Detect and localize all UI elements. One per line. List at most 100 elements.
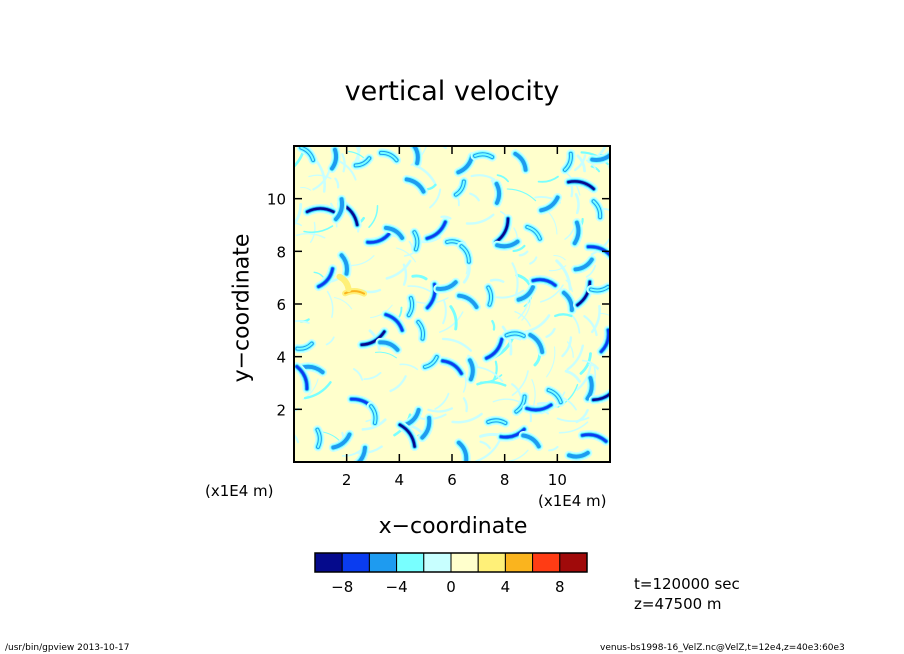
feature-core <box>357 446 366 462</box>
feature-core <box>425 220 447 240</box>
heatmap-cell <box>302 204 338 217</box>
colorbar-swatch <box>532 552 561 573</box>
feature-core <box>460 245 470 263</box>
texture-filament <box>438 311 464 333</box>
x-axis-label: x−coordinate <box>378 514 528 539</box>
heatmap-cell <box>525 330 547 357</box>
heatmap-cell <box>491 214 513 247</box>
texture-filament <box>300 186 312 191</box>
heatmap-cell <box>328 429 354 452</box>
heatmap-cell <box>395 420 420 451</box>
feature-core <box>599 328 610 353</box>
feature-core <box>407 297 414 317</box>
heatmap-cell <box>518 431 544 451</box>
feature-core <box>517 286 534 301</box>
heatmap-cell <box>352 443 370 462</box>
feature-core <box>562 291 573 311</box>
feature-core <box>441 359 463 375</box>
texture-filament <box>573 154 587 172</box>
texture-filament <box>548 265 567 272</box>
colorbar-swatch <box>450 552 479 573</box>
heatmap-cell <box>470 149 497 162</box>
texture-filament <box>590 305 601 334</box>
texture-filament <box>465 213 495 225</box>
heatmap-cell <box>510 149 531 175</box>
feature-core <box>590 285 609 292</box>
texture-filament <box>555 259 572 291</box>
heatmap-cell <box>402 174 428 197</box>
heatmap-cell <box>456 241 474 267</box>
texture-filament <box>496 174 509 183</box>
texture-filament <box>389 375 407 393</box>
heatmap-cell <box>327 146 341 173</box>
texture-filament <box>546 346 556 378</box>
texture-filament <box>326 290 334 318</box>
feature-core <box>567 180 595 191</box>
feature-core <box>436 281 457 290</box>
texture-filament <box>548 445 559 452</box>
texture-filament <box>566 344 584 371</box>
x-axis-multiplier: (x1E4 m) <box>538 492 607 510</box>
texture-filament <box>491 319 496 331</box>
feature-core <box>334 198 344 221</box>
texture-filament <box>385 259 412 280</box>
texture-filament <box>426 183 437 191</box>
texture-filament <box>303 381 332 400</box>
heatmap-cell <box>522 222 545 244</box>
heatmap-cell <box>331 194 347 224</box>
colorbar-tick-label: −8 <box>331 578 353 596</box>
x-tick-label: 8 <box>500 471 510 489</box>
feature-core <box>398 423 416 448</box>
feature-core <box>424 356 438 368</box>
feature-core <box>468 359 474 381</box>
heatmap-cell <box>560 149 576 175</box>
texture-filament <box>537 175 559 183</box>
feature-core <box>316 428 321 448</box>
heatmap-cell <box>342 288 368 297</box>
y-tick-label: 4 <box>276 349 286 367</box>
feature-core <box>505 332 525 337</box>
feature-core <box>338 275 350 291</box>
feature-core <box>474 153 494 159</box>
height-info: z=47500 m <box>634 595 722 613</box>
y-tick-label: 8 <box>276 243 286 261</box>
texture-filament <box>295 232 326 239</box>
feature-core <box>379 341 399 351</box>
texture-filament <box>440 146 447 150</box>
heatmap-cell <box>483 283 496 310</box>
heatmap-cell <box>404 293 417 320</box>
texture-filament <box>515 273 531 286</box>
footer-left: /usr/bin/gpview 2013-10-17 <box>5 643 130 653</box>
colorbar-swatch <box>559 552 588 573</box>
feature-core <box>457 441 468 462</box>
feature-core <box>514 152 527 171</box>
texture-filament <box>574 193 580 215</box>
feature-core <box>405 409 420 426</box>
texture-filament <box>492 398 520 403</box>
feature-core <box>547 389 562 404</box>
feature-core <box>581 433 608 443</box>
heatmap-cell <box>559 288 577 315</box>
texture-filament <box>521 296 532 321</box>
feature-core <box>515 395 526 413</box>
texture-filament <box>427 407 454 413</box>
feature-core <box>531 278 557 287</box>
texture-filament <box>583 315 598 337</box>
heatmap-cell <box>577 430 610 446</box>
feature-core <box>317 267 334 288</box>
texture-filament <box>545 327 556 338</box>
texture-filament <box>495 289 525 299</box>
heatmap-cell <box>381 310 407 335</box>
feature-core <box>354 157 371 167</box>
feature-core <box>568 451 589 458</box>
feature-core <box>494 217 510 244</box>
texture-filament <box>294 433 300 444</box>
feature-core <box>586 377 593 400</box>
texture-filament <box>511 370 529 396</box>
heatmap-cell <box>366 401 381 428</box>
texture-filament <box>590 236 610 256</box>
texture-filament <box>492 360 498 382</box>
feature-core <box>525 403 553 412</box>
texture-filament <box>313 271 324 278</box>
